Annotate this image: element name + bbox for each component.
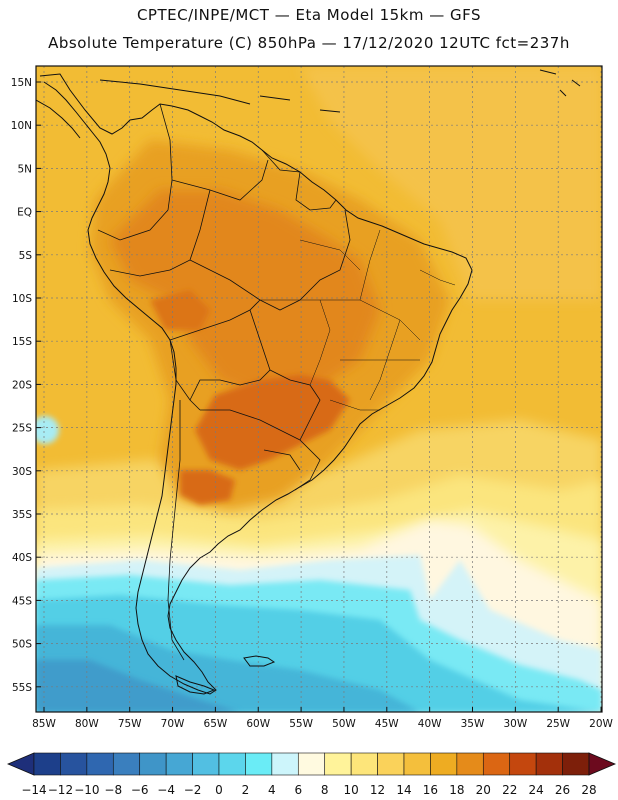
lat-label-20s: 20S	[12, 379, 32, 391]
field-warm-22c	[150, 290, 210, 330]
colorbar-label: 24	[529, 783, 544, 797]
lon-label-45w: 45W	[375, 718, 399, 730]
colorbar-label: 2	[242, 783, 250, 797]
colorbar-label: 20	[476, 783, 491, 797]
colorbar-label: 28	[581, 783, 596, 797]
colorbar-segment	[324, 752, 352, 776]
coastlines	[36, 69, 581, 695]
colorbar-label: 12	[370, 783, 385, 797]
field-north-ocean	[300, 66, 602, 300]
colorbar-segment	[482, 752, 511, 776]
field-cool-spot	[36, 416, 59, 444]
lat-label-15s: 15S	[12, 336, 32, 348]
colorbar-segment	[430, 752, 458, 776]
lat-label-45s: 45S	[12, 595, 32, 607]
lon-label-70w: 70W	[161, 718, 185, 730]
colorbar-segment	[33, 752, 61, 776]
colorbar-label: 22	[502, 783, 517, 797]
colorbar-segment	[377, 752, 405, 776]
colorbar-label: 8	[321, 783, 329, 797]
field-warm-20	[110, 190, 380, 400]
colorbar-segment	[271, 752, 299, 776]
colorbar-segment	[456, 752, 484, 776]
colorbar-segment	[535, 752, 563, 776]
colorbar-label: −14	[21, 783, 46, 797]
lon-label-20w: 20W	[589, 718, 613, 730]
coastline-central-america	[36, 99, 81, 139]
colorbar-label: −12	[48, 783, 73, 797]
colorbar-segment	[509, 752, 537, 776]
colorbar-label: 18	[449, 783, 464, 797]
lon-label-50w: 50W	[332, 718, 356, 730]
colorbar-segment	[112, 752, 141, 776]
colorbar-segment	[562, 752, 590, 776]
field-warm-22a	[195, 375, 350, 470]
colorbar-label: 4	[268, 783, 276, 797]
lat-label-50s: 50S	[12, 639, 32, 651]
colorbar-segment	[192, 752, 220, 776]
lon-label-35w: 35W	[461, 718, 485, 730]
temperature-field	[36, 66, 602, 712]
title-line-1: CPTEC/INPE/MCT — Eta Model 15km — GFS	[136, 6, 482, 24]
colorbar-over-triangle	[588, 752, 617, 776]
lon-label-85w: 85W	[32, 718, 56, 730]
lat-label-30s: 30S	[12, 466, 32, 478]
lat-label-eq: EQ	[17, 207, 32, 219]
colorbar-label: −4	[157, 783, 175, 797]
title-line-2: Absolute Temperature (C) 850hPa — 17/12/…	[48, 34, 570, 52]
lat-label-40s: 40S	[12, 552, 32, 564]
lat-label-10s: 10S	[12, 293, 32, 305]
state-borders	[260, 229, 456, 411]
field-warm-22b	[180, 470, 235, 505]
colorbar-label: 16	[423, 783, 438, 797]
colorbar-segment	[60, 752, 88, 776]
colorbar	[6, 752, 617, 776]
lat-label-55s: 55S	[12, 682, 32, 694]
colorbar-segment	[245, 752, 273, 776]
graticule	[36, 66, 602, 712]
colorbar-label: 6	[294, 783, 302, 797]
lat-label-10n: 10N	[11, 120, 32, 132]
coastline-tierra-del-fuego	[175, 675, 216, 695]
longitude-labels: 85W 80W 75W 70W 65W 60W 55W 50W 45W 40W 35W 30W 25W 2…	[32, 707, 614, 730]
colorbar-label: 10	[344, 783, 359, 797]
lon-label-40w: 40W	[418, 718, 442, 730]
lat-label-35s: 35S	[12, 509, 32, 521]
lat-label-5s: 5S	[19, 250, 33, 262]
lon-label-65w: 65W	[204, 718, 228, 730]
lat-label-25s: 25S	[12, 423, 32, 435]
lon-label-75w: 75W	[118, 718, 142, 730]
latitude-labels: 15N 10N 5N EQ 5S 10S 15S 20S 25S 30S 35S 40S 45S 50S 5…	[11, 77, 41, 694]
lon-label-60w: 60W	[246, 718, 270, 730]
coastline-caribbean	[99, 69, 581, 113]
colorbar-segment	[218, 752, 246, 776]
map-frame	[35, 65, 603, 713]
colorbar-segment	[165, 752, 193, 776]
colorbar-segment	[297, 752, 326, 776]
lon-label-25w: 25W	[546, 718, 570, 730]
colorbar-label: 26	[555, 783, 570, 797]
lon-label-30w: 30W	[503, 718, 527, 730]
country-borders	[97, 103, 351, 661]
lon-label-80w: 80W	[75, 718, 99, 730]
colorbar-segment	[86, 752, 114, 776]
colorbar-label: −8	[104, 783, 122, 797]
lat-label-15n: 15N	[11, 77, 32, 89]
colorbar-label: −2	[184, 783, 202, 797]
lon-label-55w: 55W	[289, 718, 313, 730]
colorbar-label: −6	[131, 783, 149, 797]
coastline-south-america	[39, 73, 473, 695]
coastline-falklands	[243, 655, 276, 667]
colorbar-segment	[350, 752, 378, 776]
colorbar-label: −10	[74, 783, 99, 797]
colorbar-labels: −14 −12 −10 −8 −6 −4 −2 0 2 4 6 8 10 12 14 16 18 20 22 24 26…	[21, 783, 596, 797]
colorbar-label: 0	[215, 783, 223, 797]
colorbar-under-triangle	[6, 752, 35, 776]
colorbar-segment	[403, 752, 431, 776]
colorbar-label: 14	[396, 783, 411, 797]
lat-label-5n: 5N	[17, 163, 32, 175]
colorbar-segment	[139, 752, 167, 776]
